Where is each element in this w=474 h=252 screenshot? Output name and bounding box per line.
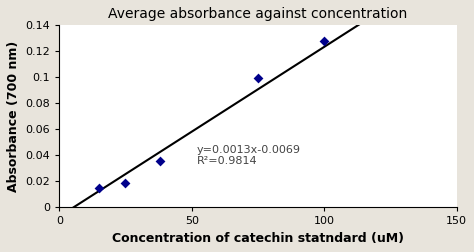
X-axis label: Concentration of catechin statndard (uM): Concentration of catechin statndard (uM)	[112, 232, 404, 245]
Text: y=0.0013x-0.0069
R²=0.9814: y=0.0013x-0.0069 R²=0.9814	[197, 145, 301, 167]
Point	[122, 181, 129, 185]
Point	[320, 39, 328, 43]
Point	[156, 159, 164, 163]
Title: Average absorbance against concentration: Average absorbance against concentration	[108, 7, 408, 21]
Y-axis label: Absorbance (700 nm): Absorbance (700 nm)	[7, 41, 20, 192]
Point	[95, 186, 103, 190]
Point	[254, 76, 262, 80]
